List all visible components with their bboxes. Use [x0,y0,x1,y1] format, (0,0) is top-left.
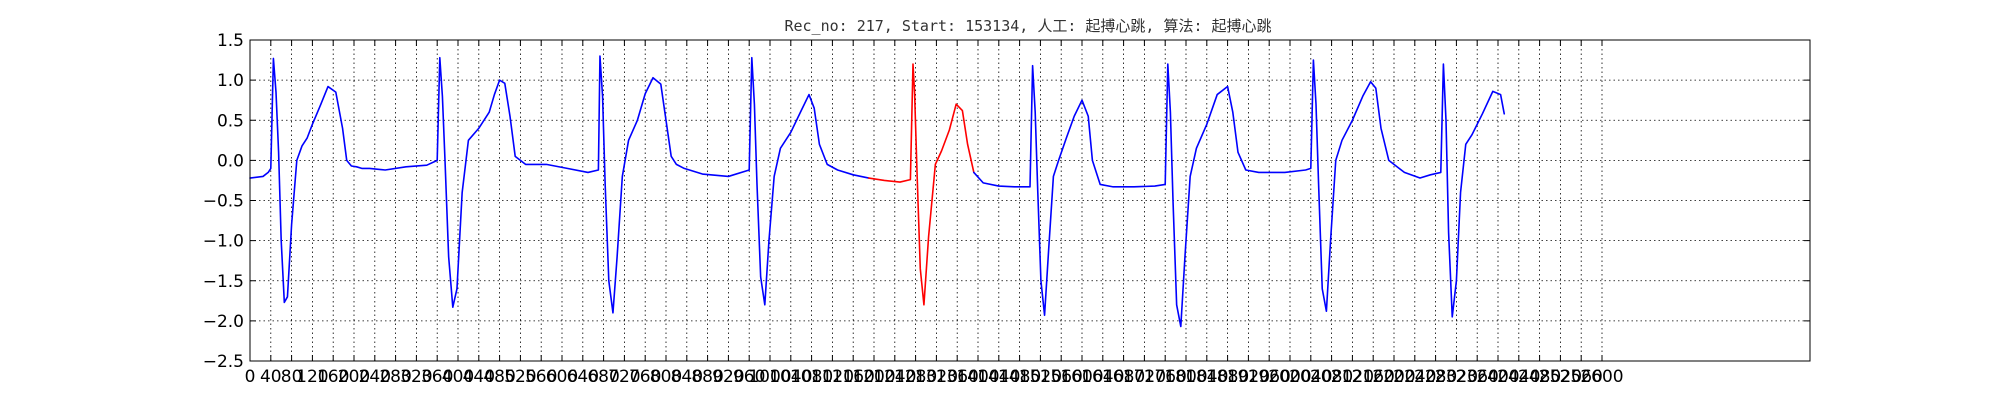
x-tick-label: 1840 [1185,367,1228,387]
x-tick-label: 960 [733,367,765,387]
x-tick-label: 1240 [873,367,916,387]
x-tick-label: 280 [379,367,411,387]
x-tick-label: 1120 [811,367,854,387]
y-tick-label: −2.0 [203,312,244,332]
x-tick-label: 2120 [1331,367,1374,387]
x-tick-label: 1760 [1144,367,1187,387]
series-layer [249,55,1506,328]
x-tick-label: 1320 [915,367,958,387]
x-tick-label: 1520 [1019,367,1062,387]
series-line-2 [867,63,975,306]
x-tick-label: 600 [546,367,578,387]
x-tick-label: 1640 [1081,367,1124,387]
x-tick-label: 320 [400,367,432,387]
x-tick-label: 760 [629,367,661,387]
x-tick-label: 1440 [977,367,1020,387]
x-tick-label: 400 [442,367,474,387]
x-tick-label: 200 [338,367,370,387]
x-tick-label: 2400 [1476,367,1519,387]
x-tick-label: 1720 [1123,367,1166,387]
x-tick-label: 840 [671,367,703,387]
x-tick-label: 2000 [1268,367,1311,387]
y-tick-label: 0.5 [217,111,244,131]
x-tick-label: 1360 [936,367,979,387]
chart-title: Rec_no: 217, Start: 153134, 人工: 起搏心跳, 算法… [784,17,1271,35]
x-tick-label: 440 [463,367,495,387]
y-tick-label: −1.0 [203,232,244,252]
x-tick-label: 640 [567,367,599,387]
x-tick-label: 2320 [1435,367,1478,387]
x-tick-label: 1800 [1164,367,1207,387]
x-tick-label: 2480 [1518,367,1561,387]
x-tick-label: 2440 [1497,367,1540,387]
x-tick-label: 160 [317,367,349,387]
x-tick-label: 120 [296,367,328,387]
x-tick-label: 1280 [894,367,937,387]
x-tick-label: 1160 [832,367,875,387]
x-tick-label: 720 [608,367,640,387]
y-tick-label: −0.5 [203,192,244,212]
x-tick-label: 80 [281,367,303,387]
x-tick-label: 1680 [1102,367,1145,387]
x-tick-label: 2240 [1393,367,1436,387]
x-tick-label: 1880 [1206,367,1249,387]
x-tick-label: 1080 [790,367,833,387]
x-tick-label: 920 [712,367,744,387]
x-tick-label: 880 [691,367,723,387]
x-tick-label: 2360 [1456,367,1499,387]
x-tick-label: 40 [260,367,282,387]
y-tick-label: 1.0 [217,71,244,91]
x-tick-label: 1400 [956,367,999,387]
x-tick-label: 1600 [1060,367,1103,387]
x-tick-label: 2560 [1560,367,1603,387]
x-tick-label: 360 [421,367,453,387]
x-tick-label: 1560 [1040,367,1083,387]
x-tick-label: 1040 [769,367,812,387]
y-tick-label: 1.5 [217,31,244,51]
y-axis: −2.5 −2.0 −1.5 −1.0 −0.5 0.0 0.5 1.0 1.5 [203,31,1810,372]
x-tick-label: 800 [650,367,682,387]
x-tick-label: 480 [483,367,515,387]
y-tick-label: −2.5 [203,352,244,372]
x-tick-label: 1200 [852,367,895,387]
series-line-3 [973,59,1506,328]
y-tick-label: 0.0 [217,151,244,171]
x-tick-label: 1480 [998,367,1041,387]
x-tick-label: 2160 [1352,367,1395,387]
x-tick-label: 2600 [1580,367,1623,387]
x-tick-label: 1000 [748,367,791,387]
x-tick-label: 2200 [1372,367,1415,387]
x-tick-label: 1920 [1227,367,1270,387]
x-axis: 0 40 8012016020024028032036040044048052056… [245,40,1624,387]
x-tick-label: 2280 [1414,367,1457,387]
x-tick-label: 1960 [1248,367,1291,387]
x-tick-label: 2520 [1539,367,1582,387]
x-tick-label: 0 [245,367,256,387]
x-tick-label: 240 [359,367,391,387]
x-tick-label: 520 [504,367,536,387]
series-line-1 [249,55,870,314]
x-tick-label: 680 [587,367,619,387]
x-tick-label: 2040 [1289,367,1332,387]
y-tick-label: −1.5 [203,272,244,292]
grid-layer [250,40,1810,361]
x-tick-label: 2080 [1310,367,1353,387]
x-tick-label: 560 [525,367,557,387]
